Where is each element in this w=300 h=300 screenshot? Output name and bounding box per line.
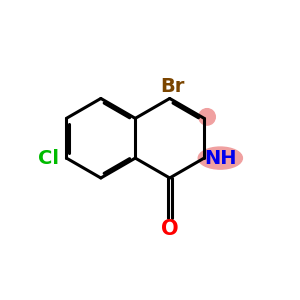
Text: NH: NH — [204, 148, 237, 168]
Circle shape — [199, 109, 215, 125]
Ellipse shape — [198, 147, 242, 169]
Text: Cl: Cl — [38, 148, 59, 168]
Text: Br: Br — [160, 76, 185, 96]
Text: O: O — [161, 219, 178, 239]
